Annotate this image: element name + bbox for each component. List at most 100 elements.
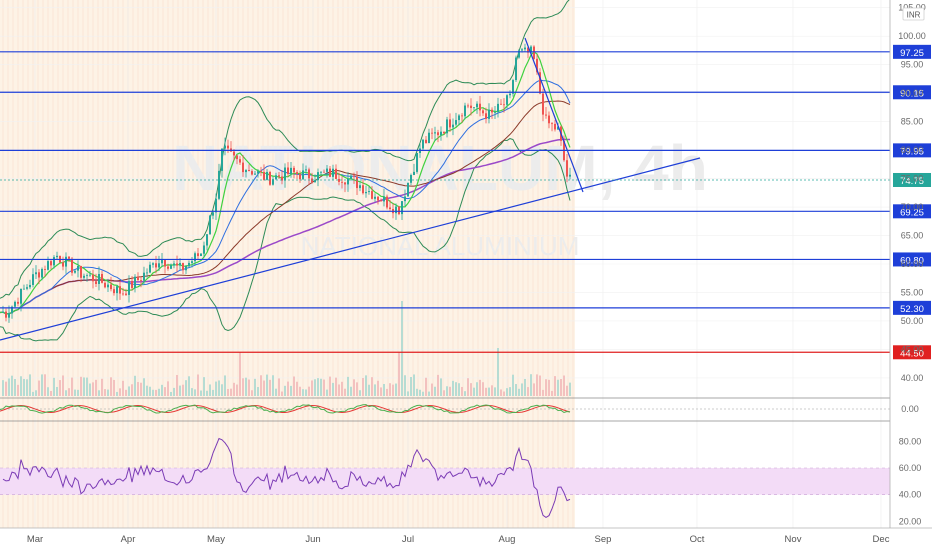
volume-bar: [221, 384, 223, 396]
candle-body: [284, 167, 286, 181]
volume-bar: [521, 383, 523, 396]
volume-bar: [62, 375, 64, 396]
candle-body: [239, 159, 241, 163]
volume-bar: [248, 379, 250, 396]
volume-bar: [245, 377, 247, 396]
level-badge: [893, 252, 931, 267]
level-label: 52.30: [900, 304, 924, 315]
candle-body: [407, 182, 409, 197]
volume-bar: [341, 381, 343, 396]
candle-body: [296, 172, 298, 175]
candle-body: [308, 169, 310, 179]
volume-bar: [518, 388, 520, 396]
candle-body: [50, 261, 52, 266]
candle-body: [86, 275, 88, 277]
candle-body: [122, 293, 124, 295]
volume-bar: [50, 390, 52, 396]
candle-body: [32, 274, 34, 285]
candle-body: [278, 175, 280, 177]
volume-bar: [11, 375, 13, 396]
volume-bar: [425, 377, 427, 396]
volume-bar: [311, 380, 313, 396]
candle-body: [290, 167, 292, 175]
volume-bar: [296, 381, 298, 396]
horizontal-levels[interactable]: 97.25 90.15 79.95 69.25 60.80 52.30 44.50 74.75: [0, 44, 931, 360]
volume-bar: [443, 390, 445, 396]
trend-lines[interactable]: [0, 37, 701, 341]
volume-bar: [110, 377, 112, 396]
time-tick-label: Dec: [873, 534, 890, 545]
candle-body: [500, 103, 502, 105]
volume-bar: [173, 387, 175, 396]
candle-body: [368, 191, 370, 193]
volume-bar: [35, 390, 37, 396]
volume-bar: [353, 379, 355, 396]
candle-body: [542, 93, 544, 115]
volume-bar: [140, 382, 142, 396]
candle-body: [548, 115, 550, 124]
candle-body: [170, 265, 172, 269]
candle-body: [449, 119, 451, 128]
volume-bar: [281, 391, 283, 396]
volume-bar: [305, 389, 307, 396]
candle-body: [356, 176, 358, 189]
volume-bar: [194, 389, 196, 396]
candle-body: [446, 119, 448, 134]
volume-bar: [107, 389, 109, 396]
time-tick-label: Mar: [27, 534, 43, 545]
volume-bar: [413, 374, 415, 396]
candle-body: [440, 131, 442, 136]
candle-body: [269, 171, 271, 185]
candle-body: [371, 191, 373, 199]
price-tick-label: 100.00: [898, 31, 926, 41]
candle-body: [317, 172, 319, 181]
volume-bar: [89, 383, 91, 396]
volume-bar: [185, 380, 187, 396]
currency-badge[interactable]: INR: [902, 7, 925, 21]
volume-bar: [437, 374, 439, 396]
volume-bar: [251, 390, 253, 396]
volume-bar: [419, 389, 421, 396]
volume-bar: [56, 386, 58, 396]
candle-body: [182, 263, 184, 271]
volume-bar: [239, 352, 241, 396]
candle-body: [410, 174, 412, 183]
candle-body: [29, 284, 31, 288]
volume-bar: [101, 378, 103, 396]
volume-bar: [17, 384, 19, 396]
volume-bar: [260, 375, 262, 396]
candle-body: [35, 272, 37, 275]
volume-bar: [14, 379, 16, 396]
candle-body: [386, 196, 388, 208]
candle-body: [443, 131, 445, 134]
candle-body: [92, 274, 94, 282]
candle-body: [347, 178, 349, 185]
volume-bar: [569, 382, 571, 396]
volume-bars: [2, 301, 571, 396]
time-tick-label: Jun: [305, 534, 320, 545]
volume-bar: [152, 389, 154, 396]
candle-body: [314, 180, 316, 183]
volume-bar: [446, 386, 448, 396]
volume-bar: [539, 375, 541, 396]
candle-body: [332, 168, 334, 177]
candle-body: [497, 103, 499, 113]
volume-bar: [524, 378, 526, 396]
candle-body: [47, 261, 49, 270]
time-tick-label: May: [207, 534, 225, 545]
volume-bar: [131, 384, 133, 396]
volume-bar: [266, 374, 268, 396]
level-badge: [893, 143, 931, 158]
volume-bar: [392, 384, 394, 396]
last-price-label: 74.75: [900, 176, 924, 187]
volume-bar: [407, 391, 409, 396]
price-tick-label: 50.00: [901, 316, 924, 326]
price-tick-label: 40.00: [901, 373, 924, 383]
candle-body: [248, 170, 250, 172]
volume-bar: [191, 388, 193, 396]
candle-body: [152, 263, 154, 265]
volume-bar: [458, 383, 460, 396]
candle-body: [77, 265, 79, 271]
volume-bar: [440, 378, 442, 396]
